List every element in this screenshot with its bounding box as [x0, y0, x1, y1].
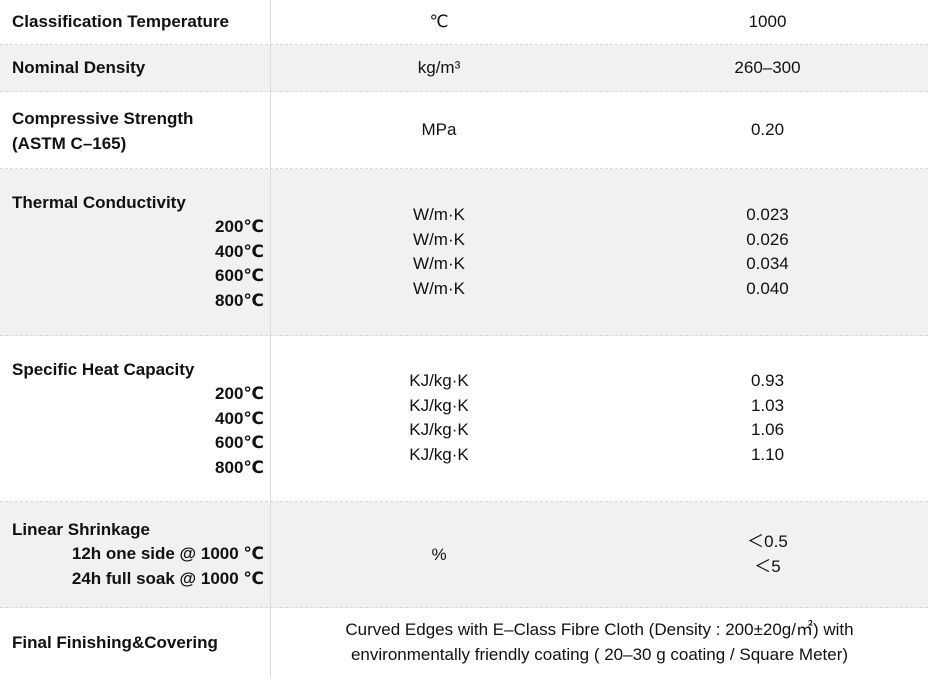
row-label: Thermal Conductivity — [12, 193, 186, 212]
temperature-label: 400℃ — [215, 408, 264, 428]
table-row: Final Finishing&Covering Curved Edges wi… — [0, 608, 928, 678]
table-row: Linear Shrinkage 12h one side @ 1000 ℃ 2… — [0, 502, 928, 608]
row-label: Final Finishing&Covering — [12, 633, 218, 652]
row-label: (ASTM C–165) — [12, 134, 127, 153]
row-unit: KJ/kg·K — [409, 420, 469, 439]
row-value: 1000 — [748, 12, 787, 31]
temperature-label: 400℃ — [215, 241, 264, 261]
row-value: 260–300 — [734, 58, 801, 77]
table-row: Nominal Density kg/m³ 260–300 — [0, 45, 928, 92]
condition-label: 12h one side @ 1000 ℃ — [71, 544, 264, 563]
condition-label: 24h full soak @ 1000 ℃ — [71, 568, 264, 588]
table-row: Thermal Conductivity 200℃ 400℃ 600℃ 800℃… — [0, 169, 928, 336]
row-unit: W/m·K — [413, 278, 465, 298]
row-value: 1.06 — [750, 420, 785, 439]
row-value: 0.93 — [750, 371, 785, 390]
row-unit: KJ/kg·K — [409, 444, 469, 464]
temperature-label: 200℃ — [215, 217, 264, 236]
table-row: Classification Temperature ℃ 1000 — [0, 0, 928, 45]
row-value: 1.03 — [750, 395, 785, 415]
row-unit: kg/m³ — [417, 58, 461, 77]
row-unit: ℃ — [429, 12, 449, 31]
row-value: ＜5 — [754, 556, 781, 576]
row-label: Nominal Density — [12, 58, 146, 77]
row-value: 0.040 — [746, 278, 789, 298]
row-value: 0.034 — [746, 254, 789, 273]
row-unit: KJ/kg·K — [409, 395, 469, 415]
temperature-label: 800℃ — [215, 457, 264, 477]
row-label: Compressive Strength — [12, 109, 194, 128]
row-unit: MPa — [421, 120, 457, 139]
row-unit: % — [431, 544, 447, 564]
row-label: Linear Shrinkage — [12, 520, 150, 539]
table-row: Compressive Strength (ASTM C–165) MPa 0.… — [0, 92, 928, 169]
temperature-label: 600℃ — [215, 266, 264, 285]
row-value: 0.023 — [746, 205, 789, 224]
row-value: 0.20 — [750, 120, 785, 139]
row-unit: W/m·K — [413, 229, 465, 249]
row-value: 1.10 — [750, 444, 785, 464]
row-label: Classification Temperature — [12, 12, 229, 31]
table-row: Specific Heat Capacity 200℃ 400℃ 600℃ 80… — [0, 336, 928, 502]
row-unit: W/m·K — [413, 254, 465, 273]
row-unit: W/m·K — [413, 205, 465, 224]
row-value: ＜0.5 — [747, 532, 788, 551]
temperature-label: 200℃ — [215, 384, 264, 403]
row-label: Specific Heat Capacity — [12, 360, 195, 379]
row-description: Curved Edges with E–Class Fibre Cloth (D… — [345, 620, 854, 639]
row-value: 0.026 — [746, 229, 789, 249]
temperature-label: 800℃ — [215, 290, 264, 310]
row-description: environmentally friendly coating ( 20–30… — [350, 645, 849, 664]
row-unit: KJ/kg·K — [409, 371, 469, 390]
temperature-label: 600℃ — [215, 433, 264, 452]
